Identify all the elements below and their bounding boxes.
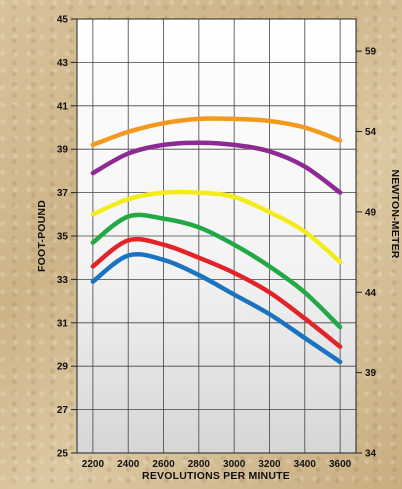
x-tick-label: 3400 (294, 459, 317, 470)
y-tick-label: 37 (57, 188, 69, 199)
y-tick-label: 25 (57, 449, 69, 460)
series-line-3 (90, 189, 343, 265)
x-tick-label: 3200 (258, 459, 281, 470)
y-tick-label: 29 (57, 362, 69, 373)
y-tick-label: 41 (57, 101, 69, 112)
y2-tick-label: 54 (365, 127, 377, 138)
series-line-2 (90, 140, 343, 195)
y-axis-title: FOOT-POUND (36, 200, 48, 272)
y-tick-label: 33 (57, 275, 69, 286)
y2-tick-label: 39 (365, 368, 377, 379)
x-axis-title: REVOLUTIONS PER MINUTE (142, 470, 290, 482)
y2-axis-title: NEWTON-METER (389, 169, 401, 258)
series-lines (90, 116, 343, 365)
y2-tick-labels: 34 39 44 49 54 59 (356, 47, 377, 460)
x-tick-label: 3000 (223, 459, 246, 470)
y-tick-label: 27 (57, 405, 69, 416)
y2-tick-label: 49 (365, 207, 377, 218)
series-line-5 (90, 236, 343, 349)
series-line-4 (90, 212, 343, 330)
x-tick-label: 3600 (329, 459, 352, 470)
y-tick-label: 45 (57, 15, 69, 26)
x-tick-labels: 2200 2400 2600 2800 3000 3200 3400 3600 (82, 459, 352, 470)
y2-tick-label: 59 (365, 47, 377, 58)
x-tick-label: 2800 (188, 459, 211, 470)
y-tick-label: 31 (57, 318, 69, 329)
y-tick-labels: 25 27 29 31 33 35 37 39 41 43 45 (57, 15, 77, 460)
x-tick-label: 2400 (117, 459, 140, 470)
series-line-6 (90, 251, 343, 365)
y2-tick-label: 34 (365, 449, 377, 460)
x-tick-label: 2200 (82, 459, 105, 470)
x-tick-label: 2600 (152, 459, 175, 470)
y-tick-label: 43 (57, 58, 69, 69)
series-line-1 (90, 116, 343, 148)
y2-tick-label: 44 (365, 288, 377, 299)
y-tick-label: 35 (57, 232, 69, 243)
y-tick-label: 39 (57, 145, 69, 156)
